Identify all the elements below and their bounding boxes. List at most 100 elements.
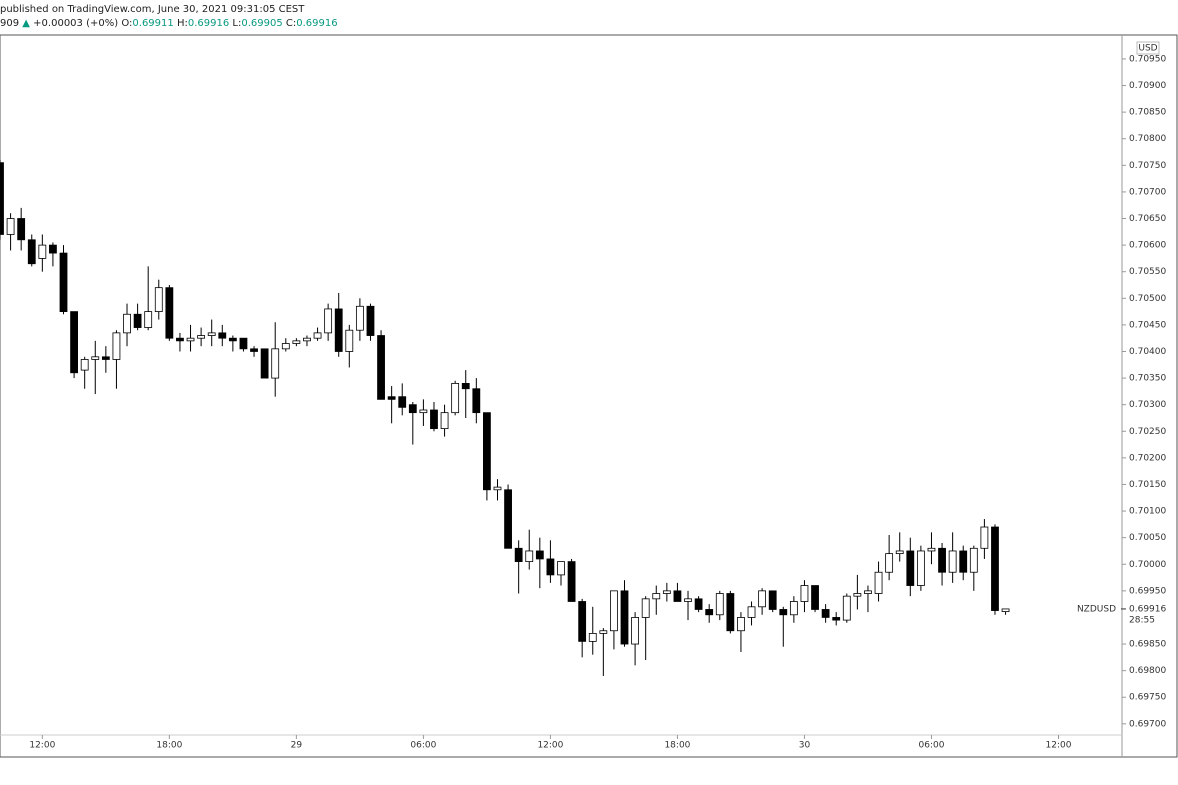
candle <box>927 532 936 565</box>
candle-body <box>324 308 333 334</box>
y-tick-label: 0.70200 <box>1129 453 1166 463</box>
candle <box>662 582 671 602</box>
last-price-label: 0.69916 <box>1129 604 1166 614</box>
candle-body <box>250 348 258 352</box>
candle <box>387 386 396 424</box>
candle <box>281 338 290 352</box>
currency-box[interactable] <box>1136 41 1160 55</box>
candle-body <box>525 550 534 562</box>
candle-body <box>948 550 957 573</box>
frame <box>0 34 1178 758</box>
candle <box>768 590 777 613</box>
candle-body <box>303 337 311 342</box>
candle-body <box>387 396 396 400</box>
candle <box>832 612 841 626</box>
candle <box>874 561 883 602</box>
candle-body <box>313 332 322 339</box>
candle <box>366 303 375 341</box>
candle <box>133 303 142 331</box>
candle-body <box>768 590 777 610</box>
candle-body <box>430 409 438 430</box>
candle-body <box>758 590 767 608</box>
label: L: <box>232 18 241 29</box>
candle-body <box>112 332 121 360</box>
candle-body <box>80 359 89 371</box>
candle <box>948 532 957 583</box>
candle <box>91 340 100 395</box>
y-tick-label: 0.70950 <box>1129 54 1166 64</box>
candle-body <box>123 313 131 334</box>
x-tick-label: 30 <box>799 741 811 751</box>
candle <box>620 580 629 647</box>
candle-body <box>514 547 523 562</box>
candle-body <box>6 218 15 235</box>
candle-body <box>980 526 989 549</box>
y-tick-label: 0.70250 <box>1129 427 1166 437</box>
candle <box>705 604 714 623</box>
candle-body <box>578 601 587 642</box>
label: C: <box>286 18 296 29</box>
candle <box>578 598 587 658</box>
candle-body <box>842 595 851 621</box>
candle <box>144 266 153 331</box>
y-tick-label: 0.70600 <box>1129 241 1166 251</box>
candle-body <box>641 598 650 618</box>
candle <box>207 319 216 347</box>
high: 0.69916 <box>188 18 229 29</box>
x-tick-label: 12:00 <box>537 741 563 751</box>
candle-body <box>334 308 343 352</box>
candle <box>779 606 788 647</box>
candle <box>546 540 555 583</box>
symbol-label: NZDUSD <box>1077 604 1116 614</box>
candle <box>991 524 999 615</box>
candle <box>969 545 978 591</box>
candle <box>493 479 502 501</box>
candle <box>525 529 534 570</box>
candle-body <box>864 590 872 594</box>
candle-body <box>916 550 925 586</box>
x-tick-label: 06:00 <box>919 741 945 751</box>
candle-body <box>377 335 385 400</box>
candle <box>176 332 184 352</box>
candle <box>334 292 343 357</box>
candle-body <box>684 598 692 602</box>
candle <box>218 324 227 347</box>
candle-body <box>408 404 417 414</box>
prefix: 909 <box>0 18 19 29</box>
candle-body <box>599 630 608 634</box>
candle-body <box>620 590 629 645</box>
candle-body <box>176 337 184 342</box>
candle-body <box>461 383 470 390</box>
y-tick-label: 0.70500 <box>1129 294 1166 304</box>
candle-body <box>885 553 894 573</box>
candle <box>303 335 311 347</box>
y-tick-label: 0.70900 <box>1129 81 1166 91</box>
candle <box>38 234 47 272</box>
candle-body <box>694 598 703 610</box>
candle <box>419 399 428 426</box>
candle-body <box>292 340 301 344</box>
candle-body <box>281 343 290 350</box>
candle <box>610 590 618 650</box>
y-tick-label: 0.70000 <box>1129 560 1166 570</box>
candle <box>747 601 756 626</box>
candles <box>0 160 1010 676</box>
x-tick-label: 12:00 <box>1046 741 1072 751</box>
candle-body <box>895 550 904 555</box>
low: 0.69905 <box>241 18 282 29</box>
candle-body <box>27 239 36 265</box>
candle <box>483 412 491 501</box>
candle-body <box>154 287 163 312</box>
candle-body <box>271 348 280 379</box>
candle-body <box>874 571 883 594</box>
label: H: <box>177 18 188 29</box>
candle <box>17 207 26 251</box>
candle <box>567 558 576 602</box>
candle-body <box>260 348 269 379</box>
currency[interactable]: USD <box>1138 44 1157 54</box>
candle <box>726 590 735 634</box>
candle-body <box>662 590 671 594</box>
candle <box>6 213 15 251</box>
y-tick-label: 0.70550 <box>1129 267 1166 277</box>
